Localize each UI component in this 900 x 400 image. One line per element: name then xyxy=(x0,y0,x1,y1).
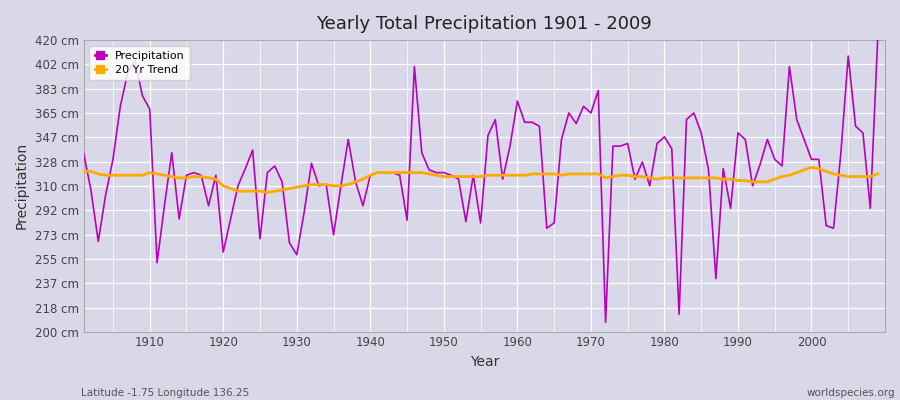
X-axis label: Year: Year xyxy=(470,355,499,369)
Text: Latitude -1.75 Longitude 136.25: Latitude -1.75 Longitude 136.25 xyxy=(81,388,249,398)
Text: worldspecies.org: worldspecies.org xyxy=(807,388,896,398)
Y-axis label: Precipitation: Precipitation xyxy=(15,142,29,230)
Legend: Precipitation, 20 Yr Trend: Precipitation, 20 Yr Trend xyxy=(89,46,190,80)
Title: Yearly Total Precipitation 1901 - 2009: Yearly Total Precipitation 1901 - 2009 xyxy=(317,15,652,33)
